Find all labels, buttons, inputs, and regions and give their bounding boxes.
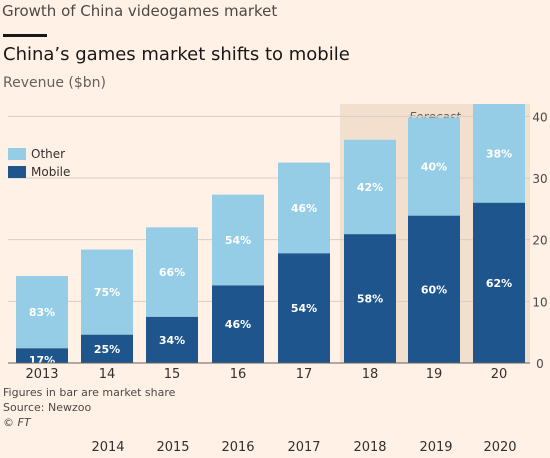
bar-mobile	[212, 285, 264, 363]
note-source: Source: Newzoo	[3, 401, 92, 414]
chart-title: China’s games market shifts to mobile	[3, 44, 350, 65]
bar-other	[146, 227, 198, 317]
y-tick-label: 20	[532, 234, 547, 248]
bar-mobile	[146, 316, 198, 363]
year-tab[interactable]: 2017	[287, 440, 321, 455]
x-tick-label: 17	[296, 367, 313, 382]
share-label-other: 54%	[225, 234, 251, 247]
bar-mobile	[278, 253, 330, 363]
bar-other	[473, 104, 525, 203]
chart-subtitle: Revenue ($bn)	[3, 75, 107, 91]
share-label-other: 40%	[421, 161, 447, 174]
bar-mobile	[344, 234, 396, 363]
share-label-mobile: 25%	[94, 343, 120, 356]
header-title: Growth of China videogames market	[2, 2, 278, 20]
y-tick-label: 40	[532, 110, 547, 124]
bar-mobile	[473, 202, 525, 363]
share-label-other: 38%	[486, 147, 512, 160]
legend-item-mobile: Mobile	[8, 163, 70, 181]
bar-other	[212, 194, 264, 286]
share-label-mobile: 58%	[357, 293, 383, 306]
title-rule	[3, 34, 47, 37]
legend-label-mobile: Mobile	[31, 165, 71, 179]
share-label-other: 66%	[159, 266, 185, 279]
legend-swatch-mobile	[8, 166, 26, 178]
year-tab[interactable]: 2020	[483, 440, 517, 455]
share-label-other: 42%	[357, 181, 383, 194]
bar-other	[81, 249, 133, 335]
bar-other	[16, 276, 68, 349]
legend: Other Mobile	[8, 145, 70, 181]
share-label-mobile: 62%	[486, 277, 512, 290]
year-tab[interactable]: 2019	[419, 440, 453, 455]
note-market-share: Figures in bar are market share	[3, 386, 176, 399]
share-label-mobile: 34%	[159, 334, 185, 347]
share-label-other: 46%	[291, 202, 317, 215]
bar-mobile	[408, 215, 460, 363]
bar-other	[278, 162, 330, 254]
x-tick-label: 2013	[25, 367, 58, 382]
bar-other	[344, 139, 396, 235]
year-tab[interactable]: 2018	[353, 440, 387, 455]
share-label-other: 83%	[29, 306, 55, 319]
share-label-other: 75%	[94, 286, 120, 299]
note-copyright: © FT	[3, 416, 31, 429]
legend-item-other: Other	[8, 145, 70, 163]
x-tick-label: 20	[491, 367, 508, 382]
x-tick-label: 16	[230, 367, 247, 382]
year-tab[interactable]: 2016	[221, 440, 255, 455]
year-tab[interactable]: 2015	[156, 440, 190, 455]
y-tick-label: 0	[536, 357, 544, 371]
legend-swatch-other	[8, 148, 26, 160]
x-tick-label: 14	[99, 367, 116, 382]
year-tab[interactable]: 2014	[91, 440, 125, 455]
legend-label-other: Other	[31, 147, 66, 161]
x-tick-label: 18	[362, 367, 379, 382]
share-label-mobile: 54%	[291, 302, 317, 315]
share-label-mobile: 17%	[29, 354, 55, 367]
y-tick-label: 30	[532, 172, 547, 186]
share-label-mobile: 60%	[421, 283, 447, 296]
stacked-bar-chart: Forecast01020304017%83%201325%75%1434%66…	[8, 104, 548, 382]
x-tick-label: 15	[164, 367, 181, 382]
bar-mobile	[81, 334, 133, 363]
y-tick-label: 10	[532, 295, 547, 309]
x-tick-label: 19	[426, 367, 443, 382]
bar-mobile	[16, 348, 68, 363]
year-tab-strip: 2014 2015 2016 2017 2018 2019 2020	[0, 440, 550, 458]
share-label-mobile: 46%	[225, 318, 251, 331]
bar-other	[408, 117, 460, 216]
